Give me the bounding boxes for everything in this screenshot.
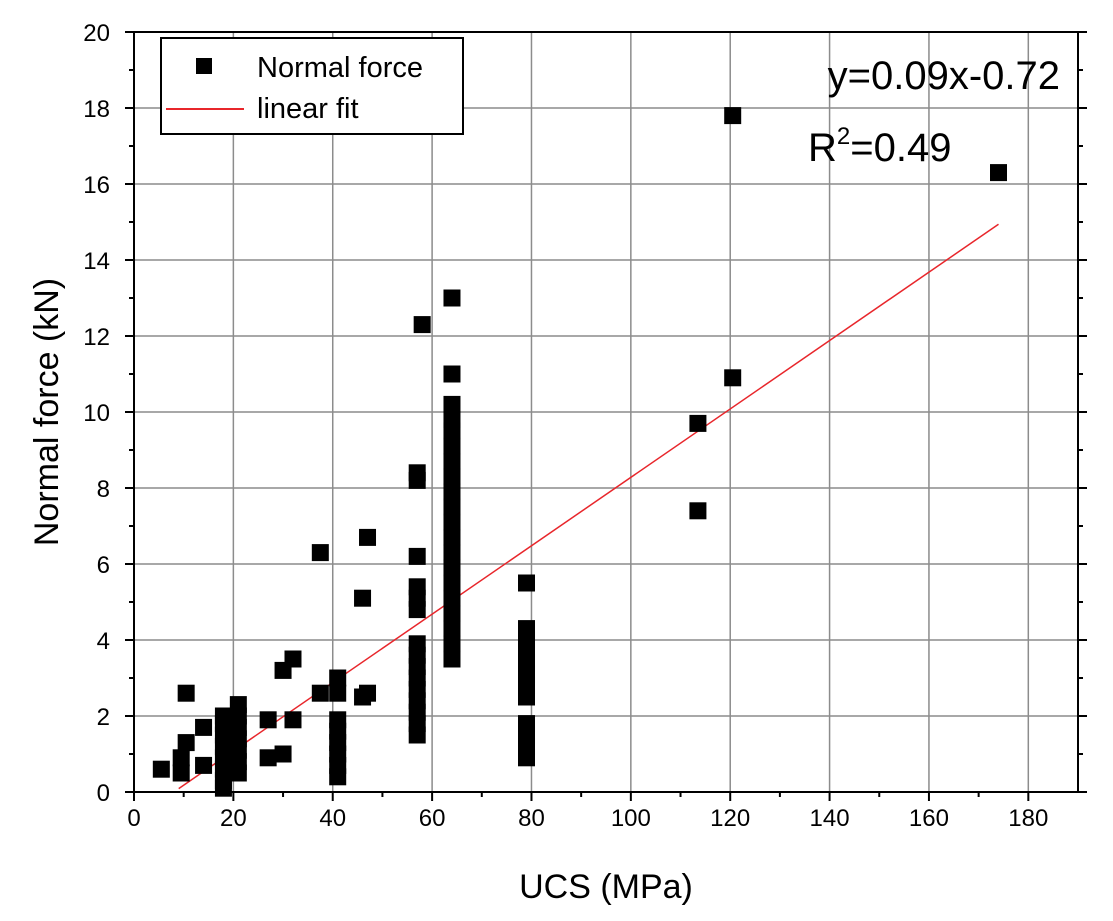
data-point	[172, 749, 190, 767]
data-point	[195, 718, 213, 736]
axis-ticks	[125, 31, 1087, 801]
y-tick-label: 2	[97, 704, 110, 731]
data-point	[329, 684, 347, 702]
legend-fit-label: linear fit	[257, 93, 359, 125]
fit-line	[178, 223, 999, 790]
data-point	[284, 711, 302, 729]
x-tick-label: 160	[909, 805, 949, 832]
data-point	[443, 468, 461, 486]
data-point	[443, 544, 461, 562]
x-tick-label: 100	[611, 805, 651, 832]
y-tick-label: 14	[83, 248, 110, 275]
x-axis-title: UCS (MPa)	[519, 868, 693, 906]
data-point	[689, 502, 707, 520]
data-point	[408, 578, 426, 596]
data-point	[329, 711, 347, 729]
data-point	[443, 395, 461, 413]
y-tick-label: 18	[83, 96, 110, 123]
x-tick-label: 40	[319, 805, 346, 832]
r-squared-value: =0.49	[850, 126, 951, 170]
x-tick-label: 180	[1008, 805, 1048, 832]
y-tick-label: 16	[83, 172, 110, 199]
data-points	[152, 107, 1008, 797]
data-point	[443, 604, 461, 622]
y-tick-label: 8	[97, 476, 110, 503]
data-point	[259, 749, 277, 767]
tick-labels: 0 20 40 60 80 100 120 140 160 180 0 2 4 6 8 10 12 14 16 18 2…	[83, 20, 1048, 832]
data-point	[443, 528, 461, 546]
data-point	[443, 589, 461, 607]
x-tick-label: 140	[810, 805, 850, 832]
data-point	[443, 620, 461, 638]
data-point	[359, 684, 377, 702]
data-point	[518, 620, 536, 638]
data-point	[443, 513, 461, 531]
y-tick-label: 0	[97, 780, 110, 807]
data-point	[443, 559, 461, 577]
data-point	[724, 107, 742, 125]
data-point	[518, 715, 536, 733]
data-point	[172, 764, 190, 782]
data-point	[443, 289, 461, 307]
data-point	[443, 411, 461, 429]
fit-equation: y=0.09x-0.72	[828, 54, 1060, 98]
data-point	[259, 711, 277, 729]
data-point	[177, 684, 195, 702]
data-point	[152, 760, 170, 778]
y-tick-label: 6	[97, 552, 110, 579]
data-point	[274, 745, 292, 763]
data-point	[408, 464, 426, 482]
data-point	[443, 483, 461, 501]
data-point	[443, 452, 461, 470]
data-point	[443, 498, 461, 516]
y-tick-label: 10	[83, 400, 110, 427]
legend-point-marker	[196, 58, 212, 74]
data-point	[311, 684, 329, 702]
y-tick-label: 4	[97, 628, 110, 655]
legend: Normal force linear fit	[160, 37, 464, 135]
r-squared-exponent: 2	[837, 123, 850, 150]
data-point	[195, 756, 213, 774]
r-squared: R2=0.49	[808, 123, 951, 170]
x-tick-label: 60	[419, 805, 446, 832]
fit-line-layer	[178, 223, 999, 790]
data-point	[689, 414, 707, 432]
data-point	[518, 574, 536, 592]
data-point	[413, 316, 431, 334]
x-tick-label: 0	[127, 805, 140, 832]
legend-points-label: Normal force	[257, 52, 423, 84]
data-point	[443, 635, 461, 653]
data-point	[359, 528, 377, 546]
data-point	[311, 544, 329, 562]
x-tick-label: 20	[220, 805, 247, 832]
data-point	[443, 437, 461, 455]
y-tick-label: 20	[83, 20, 110, 47]
data-point	[724, 369, 742, 387]
data-point	[177, 734, 195, 752]
data-point	[229, 696, 247, 714]
data-point	[443, 650, 461, 668]
r-squared-prefix: R	[808, 126, 837, 170]
grid-lines	[134, 32, 1078, 792]
data-point	[990, 164, 1008, 182]
data-point	[408, 547, 426, 565]
data-point	[329, 669, 347, 687]
x-tick-label: 120	[710, 805, 750, 832]
data-point	[284, 650, 302, 668]
legend-box	[160, 37, 464, 135]
y-tick-label: 12	[83, 324, 110, 351]
y-axis-title: Normal force (kN)	[28, 278, 66, 546]
data-point	[408, 635, 426, 653]
data-point	[443, 365, 461, 383]
data-point	[214, 707, 232, 725]
x-tick-label: 80	[518, 805, 545, 832]
data-point	[443, 574, 461, 592]
data-point	[354, 589, 372, 607]
